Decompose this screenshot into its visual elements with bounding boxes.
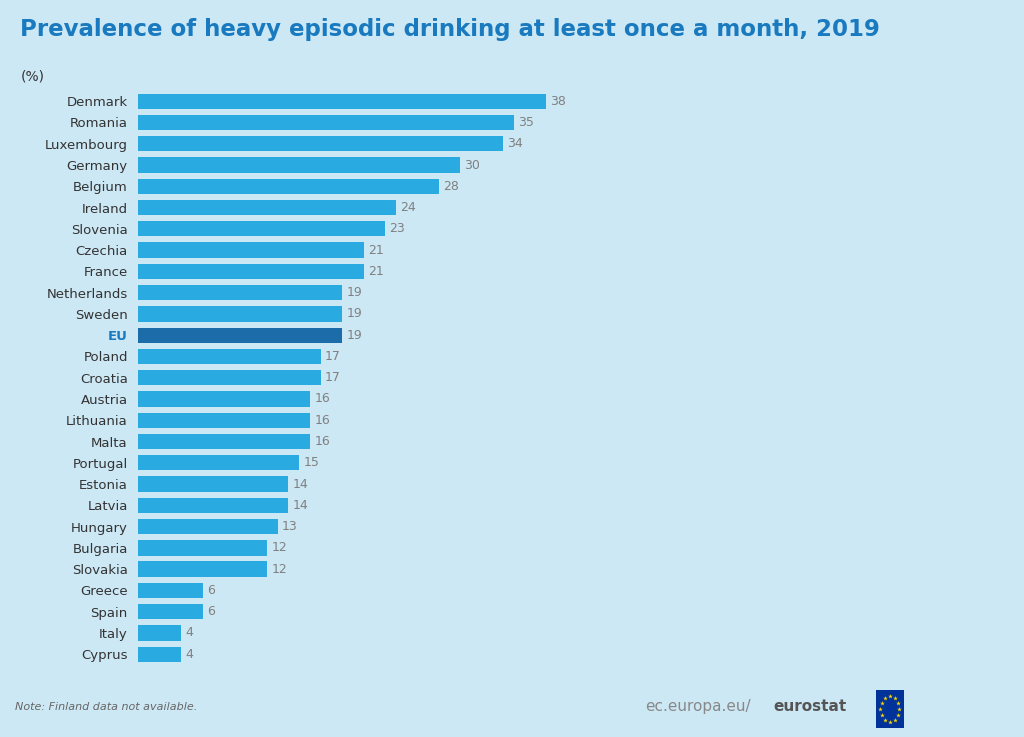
Bar — [138, 115, 514, 130]
Text: 17: 17 — [325, 350, 341, 363]
Text: ec.europa.eu/: ec.europa.eu/ — [645, 699, 751, 714]
Text: 14: 14 — [293, 499, 308, 511]
Bar — [138, 200, 395, 215]
Text: Prevalence of heavy episodic drinking at least once a month, 2019: Prevalence of heavy episodic drinking at… — [20, 18, 881, 41]
Bar — [138, 94, 546, 109]
Text: 23: 23 — [389, 223, 406, 235]
Bar — [138, 476, 289, 492]
Text: 14: 14 — [293, 478, 308, 491]
Text: 16: 16 — [314, 435, 330, 448]
Bar — [138, 178, 438, 194]
Bar — [138, 370, 321, 385]
Text: 16: 16 — [314, 413, 330, 427]
Bar — [138, 604, 203, 619]
Bar — [138, 221, 385, 237]
Text: 12: 12 — [271, 562, 287, 576]
Bar — [138, 136, 503, 151]
Bar — [138, 349, 321, 364]
Text: 4: 4 — [185, 648, 194, 661]
Bar — [138, 307, 342, 321]
Bar — [138, 434, 310, 449]
Bar — [138, 455, 299, 470]
Bar — [138, 413, 310, 428]
Bar — [138, 519, 278, 534]
Bar — [138, 540, 267, 556]
Bar — [138, 158, 460, 172]
Bar — [138, 583, 203, 598]
Bar — [138, 646, 181, 662]
Text: eurostat: eurostat — [773, 699, 847, 714]
Text: 35: 35 — [518, 116, 534, 129]
Bar — [138, 391, 310, 407]
Bar — [138, 285, 342, 300]
Text: 16: 16 — [314, 393, 330, 405]
Bar — [138, 562, 267, 577]
Text: 19: 19 — [346, 329, 362, 342]
Text: 28: 28 — [443, 180, 459, 193]
Text: 19: 19 — [346, 286, 362, 299]
Text: 6: 6 — [207, 605, 215, 618]
Text: 17: 17 — [325, 371, 341, 384]
Bar — [138, 625, 181, 640]
Bar — [138, 264, 364, 279]
Text: (%): (%) — [20, 69, 44, 83]
Text: 12: 12 — [271, 542, 287, 554]
Text: 13: 13 — [282, 520, 298, 533]
Text: 34: 34 — [507, 137, 523, 150]
Text: 38: 38 — [550, 94, 566, 108]
Text: 21: 21 — [368, 244, 384, 256]
Text: 6: 6 — [207, 584, 215, 597]
Text: Note: Finland data not available.: Note: Finland data not available. — [15, 702, 198, 712]
Bar — [138, 497, 289, 513]
Bar — [138, 327, 342, 343]
Text: 19: 19 — [346, 307, 362, 321]
Text: 24: 24 — [400, 201, 416, 214]
Bar — [138, 242, 364, 258]
Text: 15: 15 — [303, 456, 319, 469]
Text: 30: 30 — [464, 158, 480, 172]
Text: 4: 4 — [185, 626, 194, 640]
Text: 21: 21 — [368, 265, 384, 278]
